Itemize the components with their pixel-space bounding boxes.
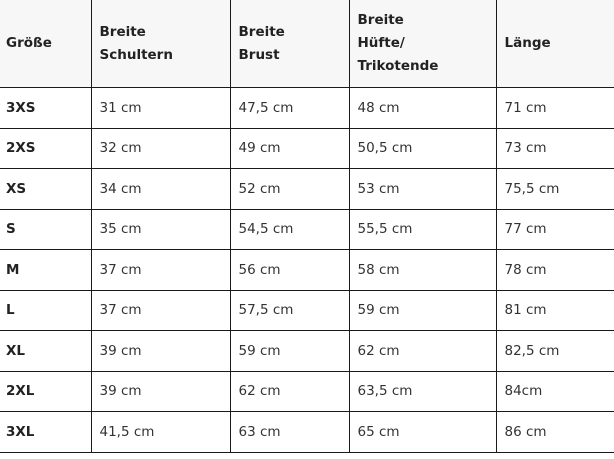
table-row: 3XS 31 cm 47,5 cm 48 cm 71 cm — [0, 87, 614, 129]
size-cell: 2XS — [0, 127, 92, 169]
measurement-cell: 63 cm — [229, 411, 350, 453]
table-row: 3XL 41,5 cm 63 cm 65 cm 86 cm — [0, 411, 614, 453]
measurement-cell: 32 cm — [90, 127, 231, 169]
measurement-cell: 86 cm — [495, 411, 614, 453]
table-row: XS 34 cm 52 cm 53 cm 75,5 cm — [0, 168, 614, 210]
measurement-cell: 31 cm — [90, 87, 231, 129]
header-chest-width: Breite Brust — [229, 0, 350, 88]
measurement-cell: 37 cm — [90, 249, 231, 291]
measurement-cell: 34 cm — [90, 168, 231, 210]
header-line: Trikotende — [357, 58, 439, 74]
measurement-cell: 82,5 cm — [495, 330, 614, 372]
header-line: Breite — [357, 12, 404, 28]
measurement-cell: 39 cm — [90, 330, 231, 372]
table-row: 2XS 32 cm 49 cm 50,5 cm 73 cm — [0, 127, 614, 169]
measurement-cell: 53 cm — [348, 168, 497, 210]
measurement-cell: 75,5 cm — [495, 168, 614, 210]
measurement-cell: 59 cm — [348, 289, 497, 331]
size-cell: S — [0, 208, 92, 250]
header-line: Breite — [238, 23, 285, 40]
measurement-cell: 59 cm — [229, 330, 350, 372]
measurement-cell: 37 cm — [90, 289, 231, 331]
measurement-cell: 55,5 cm — [348, 208, 497, 250]
measurement-cell: 35 cm — [90, 208, 231, 250]
size-cell: XL — [0, 330, 92, 372]
header-line: Breite — [99, 23, 146, 40]
header-line: Länge — [504, 35, 551, 51]
header-line: Größe — [6, 35, 52, 51]
measurement-cell: 73 cm — [495, 127, 614, 169]
measurement-cell: 47,5 cm — [229, 87, 350, 129]
measurement-cell: 81 cm — [495, 289, 614, 331]
table-row: L 37 cm 57,5 cm 59 cm 81 cm — [0, 289, 614, 331]
measurement-cell: 77 cm — [495, 208, 614, 250]
measurement-cell: 84cm — [495, 370, 614, 412]
measurement-cell: 71 cm — [495, 87, 614, 129]
header-hip-width: Breite Hüfte/Trikotende — [348, 0, 497, 88]
measurement-cell: 62 cm — [229, 370, 350, 412]
measurement-cell: 50,5 cm — [348, 127, 497, 169]
table-row: 2XL 39 cm 62 cm 63,5 cm 84cm — [0, 370, 614, 412]
measurement-cell: 58 cm — [348, 249, 497, 291]
header-line: Hüfte/ — [357, 35, 405, 51]
measurement-cell: 39 cm — [90, 370, 231, 412]
size-cell: 2XL — [0, 370, 92, 412]
measurement-cell: 57,5 cm — [229, 289, 350, 331]
table-row: S 35 cm 54,5 cm 55,5 cm 77 cm — [0, 208, 614, 250]
header-size: Größe — [0, 0, 92, 88]
measurement-cell: 56 cm — [229, 249, 350, 291]
measurement-cell: 41,5 cm — [90, 411, 231, 453]
size-cell: 3XL — [0, 411, 92, 453]
measurement-cell: 49 cm — [229, 127, 350, 169]
size-cell: XS — [0, 168, 92, 210]
size-cell: 3XS — [0, 87, 92, 129]
header-row: Größe Breite Schultern Breite Brust Breite Hüf… — [0, 0, 614, 88]
table-row: M 37 cm 56 cm 58 cm 78 cm — [0, 249, 614, 291]
header-line: Brust — [238, 46, 280, 63]
header-line: Schultern — [99, 46, 173, 63]
measurement-cell: 65 cm — [348, 411, 497, 453]
measurement-cell: 63,5 cm — [348, 370, 497, 412]
header-shoulder-width: Breite Schultern — [90, 0, 231, 88]
measurement-cell: 48 cm — [348, 87, 497, 129]
table-row: XL 39 cm 59 cm 62 cm 82,5 cm — [0, 330, 614, 372]
measurement-cell: 78 cm — [495, 249, 614, 291]
header-length: Länge — [495, 0, 614, 88]
size-cell: M — [0, 249, 92, 291]
measurement-cell: 52 cm — [229, 168, 350, 210]
measurement-cell: 62 cm — [348, 330, 497, 372]
table-body: 3XS 31 cm 47,5 cm 48 cm 71 cm 2XS 32 cm 49 cm 50… — [0, 87, 614, 453]
size-cell: L — [0, 289, 92, 331]
measurement-cell: 54,5 cm — [229, 208, 350, 250]
